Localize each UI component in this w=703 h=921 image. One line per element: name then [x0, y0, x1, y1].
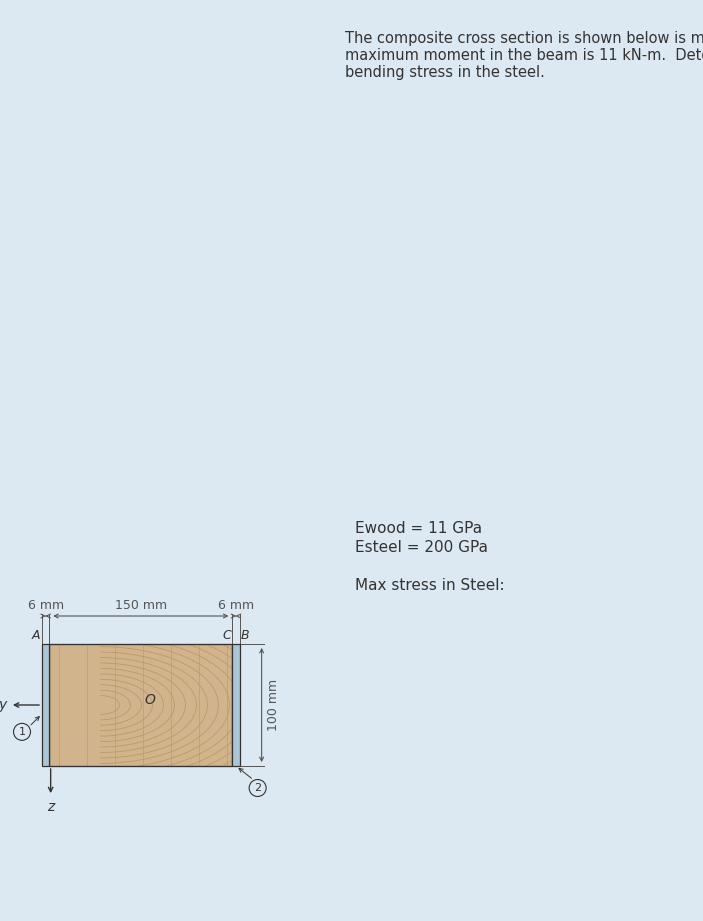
Text: 150 mm: 150 mm — [115, 599, 167, 612]
Text: Esteel = 200 GPa: Esteel = 200 GPa — [355, 540, 488, 555]
Text: 6 mm: 6 mm — [218, 599, 254, 612]
Text: y: y — [0, 698, 7, 712]
Text: 100 mm: 100 mm — [266, 679, 280, 731]
Text: B: B — [240, 629, 250, 642]
Text: 2: 2 — [254, 783, 262, 793]
Bar — [232, 644, 240, 766]
Bar — [42, 644, 49, 766]
Text: A: A — [32, 629, 40, 642]
Text: 1: 1 — [18, 727, 25, 737]
Text: C: C — [223, 629, 231, 642]
Bar — [49, 644, 232, 766]
Text: 6 mm: 6 mm — [27, 599, 64, 612]
Bar — [49, 644, 232, 766]
Text: Max stress in Steel:: Max stress in Steel: — [355, 578, 505, 593]
Text: O: O — [145, 693, 155, 707]
Text: The composite cross section is shown below is made up of wood and steel.  The: The composite cross section is shown bel… — [345, 31, 703, 46]
Text: z: z — [47, 800, 54, 814]
Text: Ewood = 11 GPa: Ewood = 11 GPa — [355, 521, 482, 536]
Text: bending stress in the steel.: bending stress in the steel. — [345, 65, 545, 80]
Text: maximum moment in the beam is 11 kN-m.  Determine the magnitude of the largest: maximum moment in the beam is 11 kN-m. D… — [345, 48, 703, 63]
